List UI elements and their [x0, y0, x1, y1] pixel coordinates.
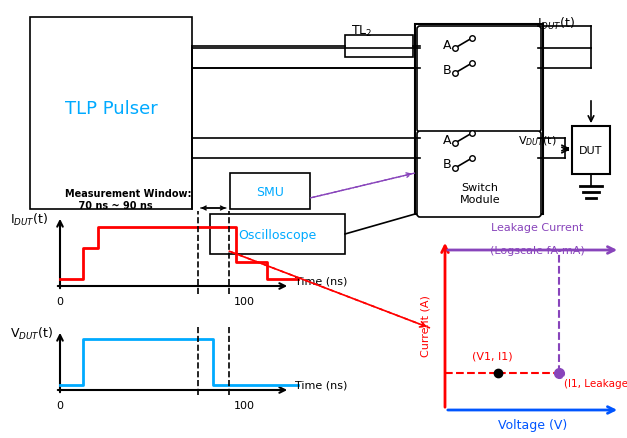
Bar [30, 18, 192, 209]
Text: (I1, Leakage1): (I1, Leakage1) [564, 378, 627, 388]
Text: B: B [443, 158, 451, 171]
Text: Leakage Current: Leakage Current [492, 223, 584, 233]
Text: Oscilloscope: Oscilloscope [238, 228, 316, 241]
Text: B: B [443, 64, 451, 76]
FancyBboxPatch shape [417, 132, 541, 218]
Text: SMU: SMU [256, 185, 284, 198]
Text: (Logscale fA-mA): (Logscale fA-mA) [490, 245, 585, 255]
FancyBboxPatch shape [417, 27, 541, 133]
Text: Measurement Window:
    70 ns ~ 90 ns: Measurement Window: 70 ns ~ 90 ns [65, 189, 191, 210]
Text: DUT: DUT [579, 146, 603, 155]
Text: V$_{DUT}$(t): V$_{DUT}$(t) [10, 325, 53, 341]
Text: I$_{DUT}$(t): I$_{DUT}$(t) [10, 212, 48, 228]
Text: (V1, I1): (V1, I1) [472, 351, 513, 361]
Text: Time (ns): Time (ns) [295, 380, 347, 390]
Bar [345, 36, 413, 58]
Bar [572, 127, 610, 175]
Text: 0: 0 [56, 400, 63, 410]
Bar [230, 173, 310, 209]
Text: A: A [443, 39, 451, 51]
Text: Time (ns): Time (ns) [295, 276, 347, 286]
Text: TL$_2$: TL$_2$ [351, 23, 372, 39]
Text: TLP Pulser: TLP Pulser [65, 100, 157, 118]
Text: 0: 0 [56, 297, 63, 306]
Text: I$_{DUT}$(t): I$_{DUT}$(t) [537, 16, 575, 32]
Text: Switch
Module: Switch Module [460, 183, 500, 205]
Text: Voltage (V): Voltage (V) [498, 419, 567, 431]
Text: V$_{DUT}$(t): V$_{DUT}$(t) [518, 134, 557, 148]
Bar [415, 25, 543, 215]
Text: Current (A): Current (A) [420, 294, 430, 356]
Text: 100: 100 [233, 297, 255, 306]
Text: A: A [443, 133, 451, 146]
Text: 100: 100 [233, 400, 255, 410]
Bar [210, 215, 345, 254]
